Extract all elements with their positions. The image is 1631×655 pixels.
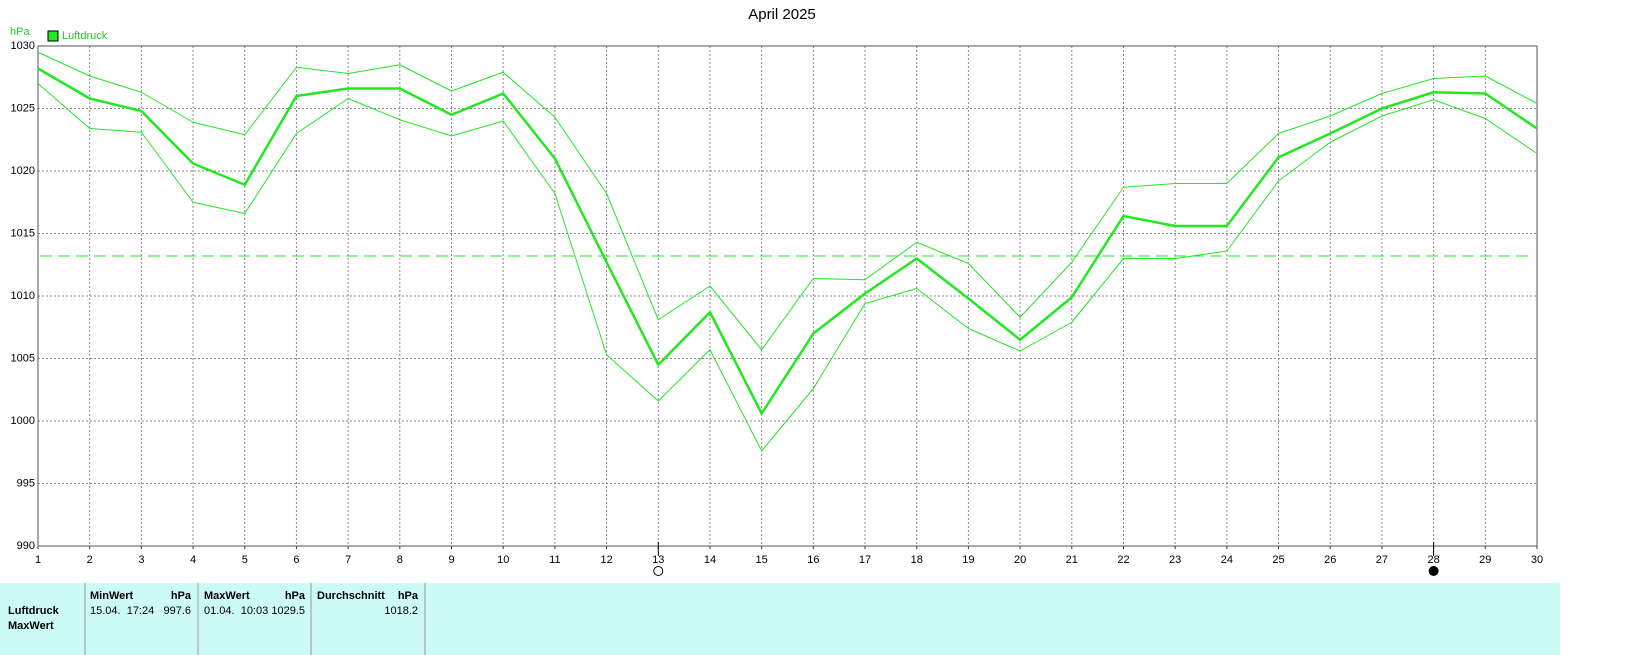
x-tick-label: 24 <box>1221 554 1233 566</box>
cell-value: 1029.5 <box>271 605 305 617</box>
moon-phase <box>653 566 664 576</box>
x-tick-label: 5 <box>242 554 248 566</box>
cell-time: 15.04. 17:24 <box>90 605 154 617</box>
y-unit: hPa <box>10 26 30 38</box>
x-tick-label: 29 <box>1479 554 1491 566</box>
y-tick-label: 1005 <box>11 352 35 364</box>
cell-time: 01.04. 10:03 <box>204 605 268 617</box>
column-title: Durchschnitt <box>317 590 385 602</box>
series-line <box>37 51 1538 351</box>
y-tick-label: 1030 <box>11 40 35 52</box>
x-tick-label: 2 <box>87 554 93 566</box>
x-tick-label: 22 <box>1117 554 1129 566</box>
table-lines <box>84 583 426 655</box>
x-tick-label: 15 <box>756 554 768 566</box>
x-tick-label: 21 <box>1066 554 1078 566</box>
y-tick-label: 990 <box>17 540 35 552</box>
x-tick-label: 12 <box>600 554 612 566</box>
moon-phase <box>1428 566 1439 576</box>
x-tick-label: 11 <box>549 554 560 566</box>
table-background <box>0 583 1560 655</box>
y-tick-label: 1000 <box>11 415 35 427</box>
x-tick-label: 1 <box>35 554 41 566</box>
column-title: MaxWert <box>204 590 250 602</box>
x-tick-label: 28 <box>1427 554 1439 566</box>
x-tick-label: 26 <box>1324 554 1336 566</box>
x-tick-label: 14 <box>704 554 716 566</box>
x-tick-label: 4 <box>190 554 196 566</box>
row-label: Luftdruck <box>8 605 60 617</box>
x-tick-label: 23 <box>1169 554 1181 566</box>
x-tick-label: 27 <box>1376 554 1388 566</box>
x-tick-label: 19 <box>962 554 974 566</box>
series-line <box>37 67 1538 415</box>
x-tick-label: 10 <box>497 554 509 566</box>
x-tick-label: 8 <box>397 554 403 566</box>
series-line <box>37 83 1538 452</box>
chart-title: April 2025 <box>748 6 816 23</box>
x-tick-label: 13 <box>652 554 664 566</box>
legend-label: Luftdruck <box>62 30 108 42</box>
column-unit: hPa <box>171 590 192 602</box>
x-tick-label: 16 <box>807 554 819 566</box>
x-tick-label: 17 <box>859 554 871 566</box>
x-tick-label: 20 <box>1014 554 1026 566</box>
x-tick-label: 3 <box>138 554 144 566</box>
cell-value: 1018.2 <box>384 605 418 617</box>
x-tick-label: 9 <box>448 554 454 566</box>
y-tick-label: 1025 <box>11 102 35 114</box>
column-title: MinWert <box>90 590 134 602</box>
y-tick-label: 1015 <box>11 227 35 239</box>
column-unit: hPa <box>398 590 419 602</box>
x-tick-label: 7 <box>345 554 351 566</box>
column-unit: hPa <box>285 590 306 602</box>
plot-frame <box>37 45 1538 547</box>
x-tick-label: 6 <box>293 554 299 566</box>
y-tick-label: 995 <box>17 477 35 489</box>
x-tick-label: 18 <box>911 554 923 566</box>
cell-value: 997.6 <box>163 605 191 617</box>
legend-swatch <box>47 30 59 42</box>
x-tick-label: 30 <box>1531 554 1543 566</box>
x-tick-label: 25 <box>1272 554 1284 566</box>
y-tick-label: 1020 <box>11 165 35 177</box>
row-label: MaxWert <box>8 620 54 632</box>
y-tick-label: 1010 <box>11 290 35 302</box>
